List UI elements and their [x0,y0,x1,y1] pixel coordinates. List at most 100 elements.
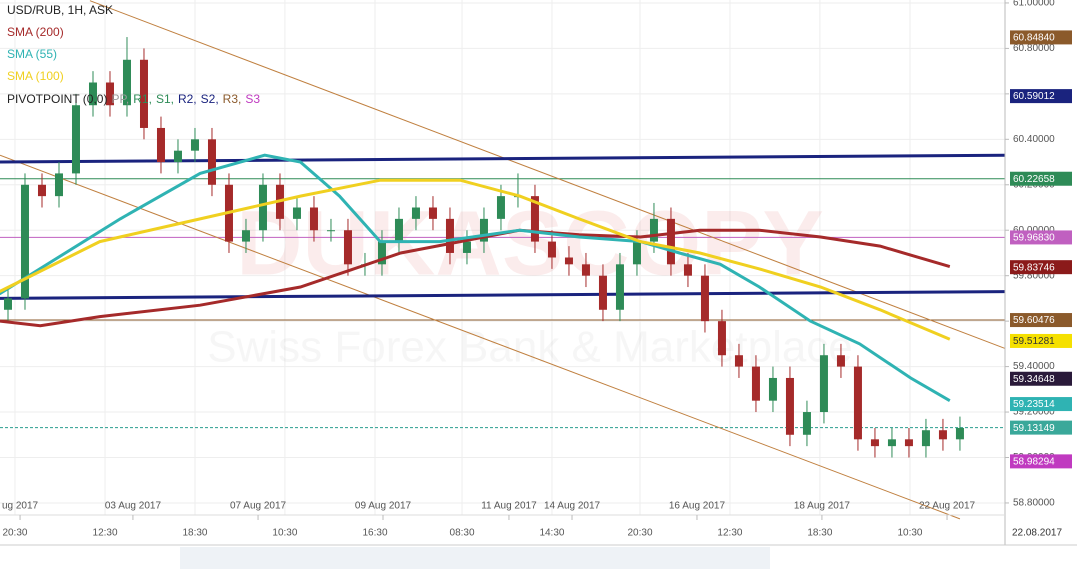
x-tick-label: 12:30 [717,528,742,539]
price-badge-label: 59.34648 [1013,374,1055,385]
candle-body [139,59,148,128]
price-badge-label: 59.83746 [1013,262,1055,273]
y-tick-label: 59.20000 [1013,407,1055,418]
pivot-legend: PIVOTPOINT (0,0) PP, R1, S1, R2, S2, R3, S3 [7,92,260,106]
candle-body [530,196,539,242]
x-tick-label: 10:30 [897,528,922,539]
plot [0,0,1006,520]
x-tick-label: 08:30 [450,528,475,539]
x-tick-label: 10:30 [272,528,297,539]
date-tick-label: 14 Aug 2017 [544,501,601,512]
date-tick-label: 22 Aug 2017 [919,501,976,512]
date-tick-label: ug 2017 [2,501,39,512]
x-tick-label: 18:30 [182,528,207,539]
x-tick-label: 18:30 [807,528,832,539]
candle-body [105,82,114,106]
x-tick-label: 14:30 [539,528,564,539]
candle-body [54,173,63,197]
price-badge [1010,230,1072,245]
pivot-legend-item: S1, [156,92,174,106]
legend-entry: SMA (55) [7,47,57,61]
price-badge-label: 60.59012 [1013,91,1055,102]
price-badge [1010,30,1072,45]
candle-body [564,257,573,265]
candle-body [258,184,267,231]
price-badge [1010,171,1072,186]
candle-body [496,196,505,219]
date-tick-label: 11 Aug 2017 [481,501,537,512]
candle-body [394,218,403,242]
candle-body [462,241,471,253]
candle-body [666,218,675,265]
grid [0,0,1005,515]
candle-body [377,241,386,265]
candle-body [717,321,726,356]
candle-body [37,184,46,197]
candle-body [71,105,80,174]
price-badge-label: 59.51281 [1013,336,1055,347]
legend: USD/RUB, 1H, ASK SMA (200) SMA (55) SMA (10… [7,3,260,106]
y-tick-label: 61.00000 [1013,0,1055,9]
candle-body [700,275,709,322]
y-tick-label: 58.80000 [1013,498,1055,509]
candle-body [870,439,879,447]
candle-body [649,218,658,242]
y-tick-label: 60.80000 [1013,43,1055,54]
candle-body [207,139,216,185]
candle-body [853,366,862,440]
candle-body [20,184,29,299]
price-badge [1010,397,1072,412]
candle-body [615,264,624,310]
date-tick-label: 18 Aug 2017 [794,501,851,512]
price-badge [1010,333,1072,348]
price-badge-label: 59.23514 [1013,399,1055,410]
candle-body [190,139,199,151]
chart-title: USD/RUB, 1H, ASK [7,3,113,17]
candle-body [836,355,845,367]
candle-body [598,275,607,310]
candle-body [241,230,250,242]
candle-body [479,218,488,242]
candle-body [819,355,828,413]
candle-body [326,230,335,232]
date-tick-label: 09 Aug 2017 [355,501,412,512]
candle-body [88,82,97,106]
pivot-legend-item: R1, [133,92,152,106]
legend-entry: SMA (100) [7,69,64,83]
price-badge-label: 60.84840 [1013,33,1055,44]
watermark-logo: DUKASCOPY [236,192,824,294]
candle-body [292,207,301,219]
candle-body [343,230,352,265]
price-badge [1010,260,1072,275]
y-tick-label: 60.40000 [1013,134,1055,145]
x-tick-label: 20:30 [2,528,27,539]
x-tick-label: 12:30 [93,528,118,539]
watermark-tagline: Swiss Forex Bank & Marketplace [207,323,853,372]
candle-body [887,439,896,447]
trend-line [0,154,961,520]
watermark: DUKASCOPY Swiss Forex Bank & Marketplace [207,192,853,371]
candle-body [938,430,947,440]
candle-body [428,207,437,219]
candle-body [547,241,556,258]
axis-end-label: 22.08.2017 [1012,528,1062,539]
date-tick-label: 03 Aug 2017 [105,501,162,512]
trend-line [0,153,1006,164]
candle-body [802,412,811,435]
navigator[interactable] [180,547,770,569]
candle-body [683,264,692,276]
candle-body [309,207,318,231]
price-badge-label: 59.60476 [1013,315,1055,326]
trend-line [89,0,1006,349]
y-tick-label: 59.40000 [1013,361,1055,372]
pivot-legend-item: R3, [223,92,242,106]
candle-body [904,439,913,447]
y-tick-label: 60.00000 [1013,225,1055,236]
price-badge [1010,420,1072,435]
candle-body [445,218,454,253]
price-badge [1010,454,1072,469]
candle-body [122,59,131,106]
